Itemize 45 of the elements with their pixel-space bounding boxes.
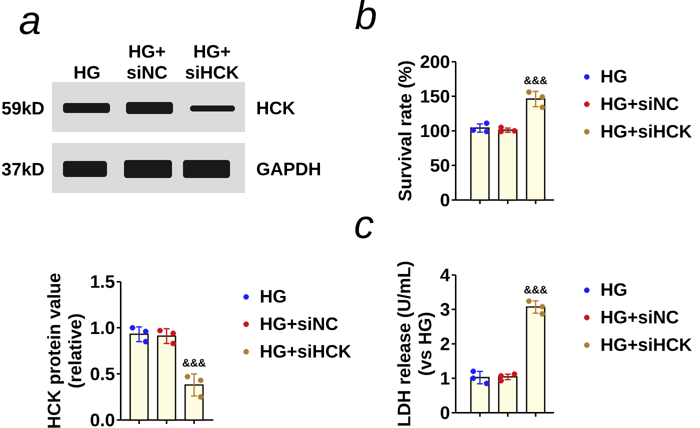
- text: HCK: [257, 102, 296, 114]
- annotation: &&&: [524, 286, 548, 294]
- y-tick-label: 0.0: [90, 414, 114, 426]
- y-tick-label: 1.5: [91, 275, 115, 288]
- y-tick-label: 4: [440, 268, 450, 282]
- chart-title: c: [355, 216, 374, 238]
- text: HG+ siHCK: [186, 45, 239, 79]
- y-tick-label: 0: [440, 194, 450, 206]
- text: HG+ siNC: [127, 45, 168, 79]
- point: [142, 328, 149, 334]
- y-tick-label: 100: [421, 124, 450, 138]
- text: HG: [74, 66, 100, 79]
- y-tick-label: 1.0: [91, 321, 114, 334]
- point: [170, 340, 176, 346]
- chart-title: b: [355, 0, 376, 30]
- y-tick-label: 0.5: [90, 368, 115, 380]
- legend-label: HG+siHCK: [602, 124, 692, 138]
- point: [142, 338, 149, 344]
- text: 37kD: [2, 162, 44, 176]
- y-tick-label: 50: [430, 159, 450, 172]
- text: a: [20, 12, 40, 34]
- annotation: &&&: [524, 76, 548, 84]
- y-tick-label: 1: [441, 372, 450, 384]
- y-axis-title: LDH release (U/mL) (vs HG): [397, 262, 435, 426]
- y-axis-title: HCK protein value (relative): [47, 273, 85, 428]
- legend-label: HG+siHCK: [602, 338, 692, 352]
- legend-label: HG: [602, 70, 626, 83]
- y-tick-label: 150: [421, 90, 450, 103]
- legend-label: HG: [260, 290, 286, 303]
- text: GAPDH: [256, 162, 320, 176]
- y-tick-label: 200: [420, 55, 450, 68]
- legend-label: HG+siNC: [260, 316, 338, 330]
- y-tick-label: 0: [440, 406, 450, 420]
- legend-label: HG: [602, 283, 626, 296]
- y-tick-label: 3: [440, 303, 450, 316]
- point: [198, 394, 204, 400]
- legend-label: HG+siHCK: [260, 344, 352, 358]
- annotation: &&&: [182, 358, 206, 367]
- legend-label: HG+siNC: [602, 96, 678, 110]
- point: [170, 330, 176, 336]
- point: [198, 378, 204, 384]
- y-axis-title: Survival rate (%): [398, 61, 415, 201]
- legend-label: HG+siNC: [602, 310, 678, 324]
- y-tick-label: 2: [440, 338, 450, 350]
- text: 59kD: [2, 101, 44, 115]
